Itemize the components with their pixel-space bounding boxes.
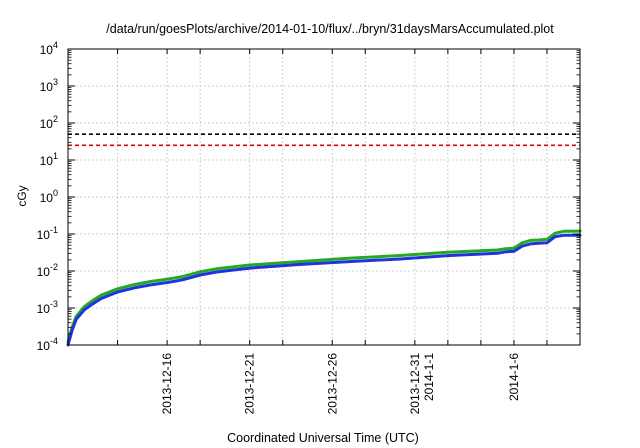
y-tick-label: 102: [40, 114, 58, 131]
x-axis-label: Coordinated Universal Time (UTC): [227, 431, 419, 445]
series-line: [66, 233, 582, 347]
y-tick-label: 101: [40, 151, 58, 168]
x-tick-label: 2013-12-21: [243, 353, 257, 415]
x-tick-labels: 2013-12-16 2013-12-21 2013-12-26 2013-12-31…: [160, 353, 521, 415]
x-tick-label: 2013-12-31: [408, 353, 422, 415]
series-lines: [66, 229, 582, 347]
axis-ticks: [68, 48, 580, 346]
y-tick-label: 10-1: [37, 225, 58, 242]
y-tick-label: 10-3: [37, 299, 58, 316]
y-axis-label: cGy: [15, 185, 29, 206]
x-tick-label: 2014-1-1: [422, 353, 436, 401]
y-tick-label: 10-4: [37, 336, 58, 353]
x-tick-label: 2013-12-16: [160, 353, 174, 415]
x-tick-label: 2014-1-6: [507, 353, 521, 401]
y-tick-label: 100: [40, 188, 58, 205]
grid: [68, 49, 580, 345]
y-tick-labels: 10-4 10-3 10-2 10-1 100 101 102 103 104: [37, 40, 58, 353]
y-tick-label: 10-2: [37, 262, 58, 279]
series-line: [66, 229, 582, 344]
chart-title: /data/run/goesPlots/archive/2014-01-10/f…: [106, 22, 554, 36]
x-tick-label: 2013-12-26: [325, 353, 339, 415]
reference-lines: [68, 133, 580, 147]
y-tick-label: 104: [40, 40, 58, 57]
y-tick-label: 103: [40, 77, 58, 94]
